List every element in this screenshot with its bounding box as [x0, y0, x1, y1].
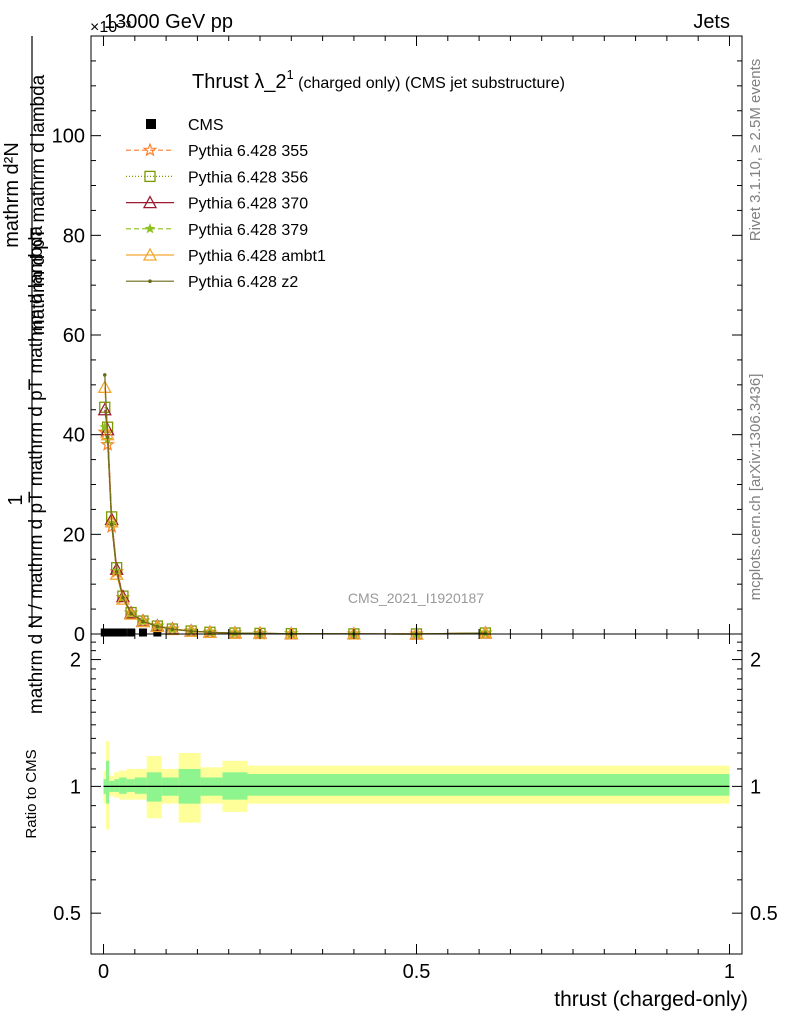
x-tick-label: 0: [98, 961, 109, 983]
y-tick-label: 60: [63, 325, 85, 347]
plot-title-main: Thrust λ_2: [192, 71, 286, 93]
legend-label-p379: Pythia 6.428 379: [188, 222, 308, 239]
data-point-ambt1: [97, 379, 112, 393]
ratio-panel: 0.5 0.5 1 1 2 2 0 0.5 1: [53, 633, 778, 983]
legend: CMS Pythia 6.428 355 Pythia 6.428 356 Pythi…: [126, 117, 326, 291]
data-point-ambt1: [135, 614, 151, 628]
y-axis-label-main: 1 mathrm d²N mathrm d pT mathrm d lambda…: [1, 36, 49, 714]
legend-marker-p355: [142, 142, 158, 157]
y-tick-label: 80: [63, 225, 85, 247]
y-tick-label: 0: [74, 624, 85, 646]
legend-marker-cms: [146, 119, 156, 129]
data-point-cms: [112, 628, 121, 637]
y-label-denominator: mathrm d N / mathrm d pT mathrm d pT mat…: [26, 225, 47, 714]
data-point-cms: [127, 628, 136, 637]
x-tick-label: 0.5: [403, 961, 431, 983]
legend-marker-p356: [144, 170, 156, 183]
header-right: Jets: [693, 11, 730, 33]
ratio-y-tick-label-right: 0.5: [750, 903, 778, 925]
data-point-z2: [105, 435, 110, 439]
data-point-p355: [477, 625, 493, 640]
mcplots-label: mcplots.cern.ch [arXiv:1306.3436]: [747, 374, 764, 601]
legend-label-z2: Pythia 6.428 z2: [188, 274, 298, 291]
legend-label-cms: CMS: [188, 117, 224, 134]
legend-item-ambt1: Pythia 6.428 ambt1: [126, 247, 326, 265]
data-point-z2: [170, 627, 175, 632]
data-point-p355: [227, 625, 243, 640]
rivet-label: Rivet 3.1.10, ≥ 2.5M events: [747, 59, 764, 242]
data-point-z2: [114, 569, 119, 574]
legend-item-p356: Pythia 6.428 356: [126, 169, 308, 186]
legend-marker-p379: [144, 223, 156, 234]
data-point-z2: [129, 611, 133, 616]
y-label-numerator: mathrm d²N: [1, 142, 23, 248]
data-point-p370: [97, 402, 112, 416]
ratio-band-inner: [119, 777, 127, 794]
legend-marker-p370: [142, 195, 158, 209]
plot-title: Thrust λ_21 (charged only) (CMS jet subs…: [192, 67, 565, 93]
data-point-cms: [153, 628, 162, 637]
x-axis-label: thrust (charged-only): [554, 988, 748, 1011]
header-left: 13000 GeV pp: [104, 11, 233, 33]
legend-marker-z2: [148, 279, 152, 284]
data-point-p355: [123, 605, 139, 620]
ratio-axis-ticks: 0.5 0.5 1 1 2 2 0 0.5 1: [53, 634, 778, 983]
series-cms: [100, 628, 162, 637]
ratio-y-tick-label: 1: [70, 776, 81, 798]
data-point-p355: [202, 624, 218, 639]
data-point-cms: [138, 628, 147, 637]
data-point-z2: [121, 595, 125, 600]
legend-item-z2: Pythia 6.428 z2: [126, 274, 298, 291]
y-label-denominator-top: mathrm d pT mathrm d lambda: [28, 74, 49, 335]
data-point-cms: [103, 628, 112, 637]
main-axis-ticks: 0 20 40 60 80 100: [52, 36, 742, 646]
data-point-ambt1: [115, 591, 131, 605]
data-point-z2: [208, 630, 212, 635]
ratio-y-tick-label: 0.5: [53, 903, 81, 925]
legend-label-p355: Pythia 6.428 355: [188, 143, 308, 160]
y-axis-label-ratio: Ratio to CMS: [23, 749, 40, 838]
data-point-z2: [155, 624, 160, 629]
analysis-label: CMS_2021_I1920187: [348, 590, 484, 606]
data-point-z2: [141, 619, 145, 624]
data-point-cms: [107, 628, 116, 637]
y-tick-label: 40: [63, 425, 85, 447]
legend-label-ambt1: Pythia 6.428 ambt1: [188, 248, 326, 265]
ratio-band-inner: [126, 779, 135, 792]
legend-item-p379: Pythia 6.428 379: [126, 222, 308, 239]
legend-label-p370: Pythia 6.428 370: [188, 196, 308, 213]
ratio-y-tick-label-right: 2: [750, 650, 761, 672]
data-point-z2: [102, 373, 107, 377]
legend-label-p356: Pythia 6.428 356: [188, 169, 308, 186]
data-point-p355: [165, 621, 180, 636]
plot-title-sup: 1: [286, 67, 293, 82]
data-point-ambt1: [109, 566, 124, 580]
ratio-band-inner: [247, 773, 730, 796]
y-tick-label: 20: [63, 524, 85, 546]
plot-title-sub: (charged only) (CMS jet substructure): [294, 75, 565, 92]
ratio-y-tick-label: 2: [70, 650, 81, 672]
ratio-band-inner: [114, 779, 120, 792]
data-point-ambt1: [123, 606, 139, 620]
ratio-band-inner: [134, 777, 147, 794]
x-tick-label: 1: [724, 961, 735, 983]
legend-item-p370: Pythia 6.428 370: [126, 195, 308, 213]
series-p355: [97, 424, 493, 641]
data-point-z2: [109, 522, 114, 527]
data-point-z2: [189, 629, 193, 633]
y-tick-label: 100: [52, 126, 85, 148]
legend-marker-ambt1: [142, 247, 158, 261]
ratio-band-inner: [106, 760, 110, 804]
legend-item-p355: Pythia 6.428 355: [126, 142, 308, 160]
y-label-prefix: 1: [5, 494, 27, 505]
ratio-y-tick-label-right: 1: [750, 776, 761, 798]
data-point-cms: [118, 628, 127, 637]
ratio-plot-area: [103, 741, 730, 830]
exponent-label: ×10⁻³: [90, 19, 132, 36]
legend-item-cms: CMS: [146, 117, 224, 134]
ratio-frame: [90, 633, 743, 955]
